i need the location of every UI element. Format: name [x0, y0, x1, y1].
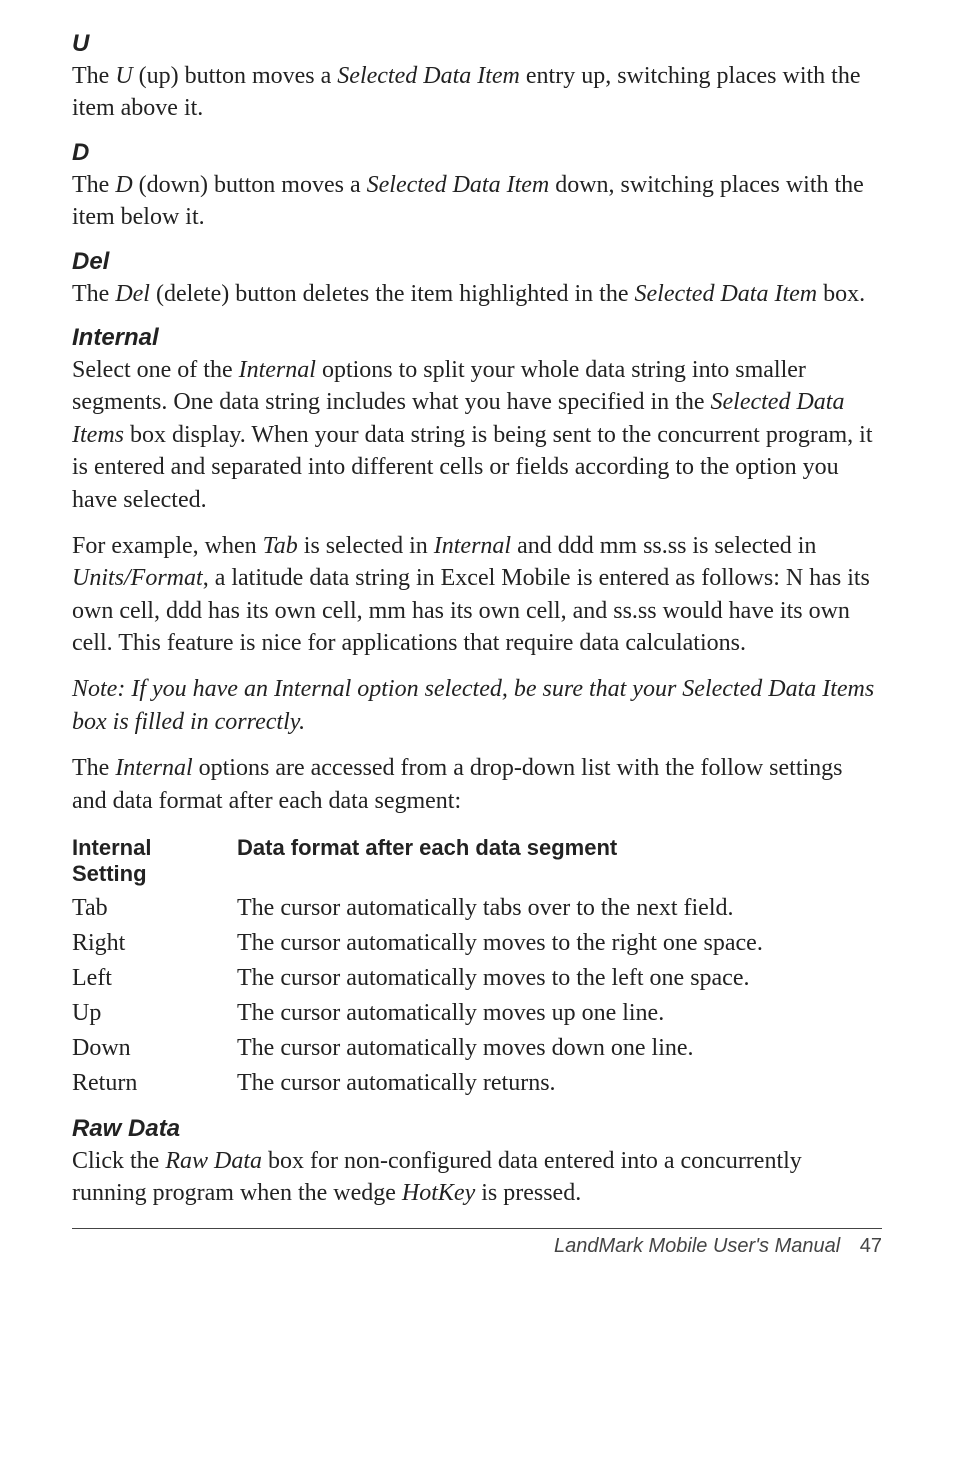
page-footer: LandMark Mobile User's Manual 47 [72, 1235, 882, 1258]
text-italic: Selected Data Item [635, 281, 818, 307]
text-italic: D [115, 172, 132, 198]
text: The [72, 172, 115, 198]
text-italic: Internal [239, 357, 316, 383]
para-del: The Del (delete) button deletes the item… [72, 278, 882, 310]
text-italic: Tab [263, 533, 298, 559]
table-row: Up The cursor automatically moves up one… [72, 996, 882, 1031]
text-italic: Selected Data Item [367, 172, 550, 198]
text: (down) button moves a [133, 172, 367, 198]
text-italic: Selected Data Item [337, 63, 520, 89]
table-header-internal-setting: Internal Setting [72, 831, 237, 891]
footer-page-number: 47 [860, 1235, 882, 1257]
table-cell-val: The cursor automatically moves up one li… [237, 996, 882, 1031]
text-italic: Del [115, 281, 150, 307]
table-header-data-format: Data format after each data segment [237, 831, 882, 891]
table-row: Right The cursor automatically moves to … [72, 926, 882, 961]
text: Select one of the [72, 357, 239, 383]
text: box display. When your data string is be… [72, 422, 872, 513]
para-u: The U (up) button moves a Selected Data … [72, 60, 882, 125]
text: Click the [72, 1148, 165, 1174]
table-cell-key: Left [72, 961, 237, 996]
text: The [72, 755, 115, 781]
table-row: Return The cursor automatically returns. [72, 1066, 882, 1101]
table-cell-key: Tab [72, 891, 237, 926]
table-cell-val: The cursor automatically moves to the le… [237, 961, 882, 996]
para-internal-2: For example, when Tab is selected in Int… [72, 530, 882, 660]
text: Setting [72, 861, 147, 886]
internal-settings-table: Internal Setting Data format after each … [72, 831, 882, 1101]
text: box. [817, 281, 865, 307]
footer-rule [72, 1228, 882, 1229]
text-italic: Internal [115, 755, 192, 781]
text: Internal [72, 835, 151, 860]
text-italic: Internal [434, 533, 511, 559]
text: (delete) button deletes the item highlig… [150, 281, 635, 307]
text-italic: U [115, 63, 132, 89]
footer-title: LandMark Mobile User's Manual [554, 1235, 840, 1257]
heading-u: U [72, 30, 882, 58]
table-cell-val: The cursor automatically moves to the ri… [237, 926, 882, 961]
table-row: Tab The cursor automatically tabs over t… [72, 891, 882, 926]
table-row: Down The cursor automatically moves down… [72, 1031, 882, 1066]
table-row: Left The cursor automatically moves to t… [72, 961, 882, 996]
heading-del: Del [72, 248, 882, 276]
para-d: The D (down) button moves a Selected Dat… [72, 169, 882, 234]
para-raw-data: Click the Raw Data box for non-configure… [72, 1145, 882, 1210]
para-internal-3: The Internal options are accessed from a… [72, 752, 882, 817]
para-internal-note: Note: If you have an Internal option sel… [72, 673, 882, 738]
table-cell-key: Return [72, 1066, 237, 1101]
table-cell-val: The cursor automatically returns. [237, 1066, 882, 1101]
text-italic: HotKey [402, 1180, 475, 1206]
text: For example, when [72, 533, 263, 559]
table-cell-key: Down [72, 1031, 237, 1066]
table-header-row: Internal Setting Data format after each … [72, 831, 882, 891]
text-italic: Raw Data [165, 1148, 262, 1174]
heading-d: D [72, 139, 882, 167]
page: U The U (up) button moves a Selected Dat… [0, 0, 954, 1475]
para-internal-1: Select one of the Internal options to sp… [72, 354, 882, 516]
text: The [72, 63, 115, 89]
heading-internal: Internal [72, 324, 882, 352]
table-cell-key: Right [72, 926, 237, 961]
text: (up) button moves a [133, 63, 338, 89]
text: is selected in [298, 533, 434, 559]
table-cell-key: Up [72, 996, 237, 1031]
text: and ddd mm ss.ss is selected in [511, 533, 816, 559]
text: is pressed. [475, 1180, 581, 1206]
table-cell-val: The cursor automatically moves down one … [237, 1031, 882, 1066]
table-cell-val: The cursor automatically tabs over to th… [237, 891, 882, 926]
text: The [72, 281, 115, 307]
text-italic: Units/Format [72, 565, 203, 591]
heading-raw-data: Raw Data [72, 1115, 882, 1143]
